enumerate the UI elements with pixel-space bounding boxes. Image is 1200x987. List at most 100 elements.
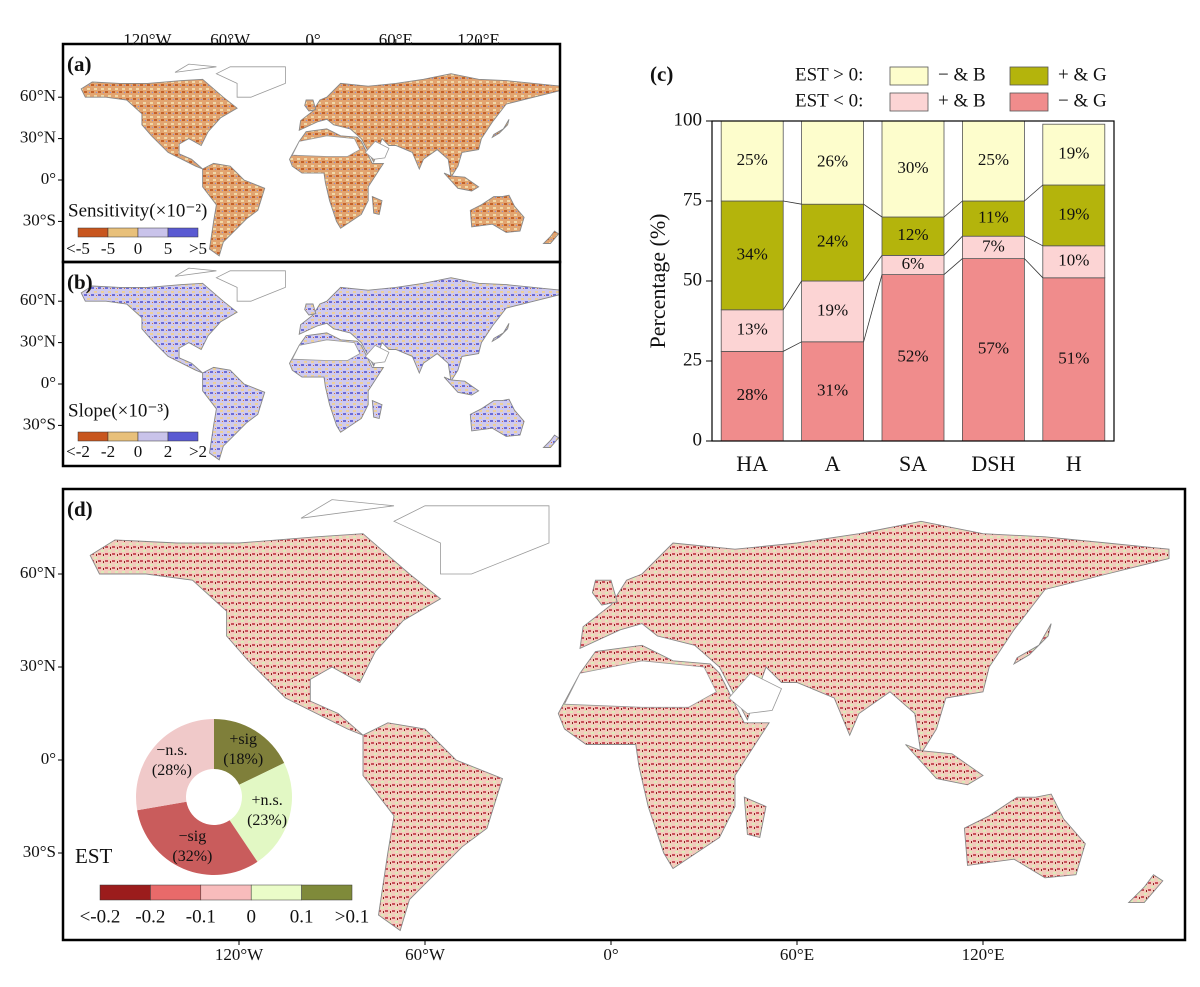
connector: [783, 200, 802, 205]
no-data-area: [563, 660, 717, 708]
land: [443, 172, 480, 192]
bar-segment: [801, 203, 864, 282]
no-data-area: [174, 63, 217, 73]
y-tick-label: 0: [693, 429, 703, 450]
lat-tick-label: 0°: [41, 373, 56, 392]
legend-swatch: [1009, 92, 1049, 112]
slice-label: −n.s.: [156, 742, 187, 759]
colorbar-swatch: [150, 884, 202, 901]
colorbar-label: >2: [189, 442, 207, 461]
value-label: 10%: [1058, 251, 1089, 270]
bar-segment: [962, 120, 1025, 202]
pie-slice: [214, 719, 285, 785]
x-tick-label: A: [825, 451, 841, 476]
bar-segment: [1042, 277, 1106, 442]
colorbar-title: Slope(×10⁻³): [68, 400, 169, 421]
colorbar-label: -2: [101, 442, 115, 461]
colorbar-label: >0.1: [335, 906, 369, 927]
land: [491, 323, 510, 343]
map-area: [89, 499, 1170, 932]
legend-label: − & B: [938, 64, 986, 85]
value-label: 30%: [897, 158, 928, 177]
value-label: 19%: [1058, 204, 1089, 223]
lon-tick-label: 0°: [305, 30, 320, 49]
bar-segment: [720, 350, 784, 442]
colorbar-label: <-2: [66, 442, 90, 461]
connector: [863, 255, 883, 282]
land: [202, 366, 266, 461]
y-tick-label: 25: [683, 349, 702, 370]
no-data-area: [364, 140, 390, 160]
bar-segment: [881, 274, 945, 442]
y-tick-label: 50: [683, 269, 702, 290]
panel-label: (d): [67, 497, 93, 521]
map-frame: [61, 487, 1187, 942]
no-data-area: [393, 505, 550, 575]
no-data-area: [291, 339, 361, 361]
connector: [783, 341, 802, 352]
slice-value-label: (28%): [152, 762, 192, 779]
y-axis-label: Percentage (%): [645, 214, 670, 349]
colorbar-swatch: [167, 227, 199, 238]
no-data-area: [728, 672, 783, 714]
lon-tick-label: 120°W: [123, 30, 172, 49]
pie-slice: [136, 719, 214, 811]
connector: [863, 203, 883, 218]
lat-tick-label: 0°: [41, 169, 56, 188]
connector: [863, 274, 883, 342]
bar-segment: [881, 120, 945, 218]
bar-segment: [801, 280, 864, 343]
lat-tick-label: 60°N: [20, 563, 56, 582]
value-label: 12%: [897, 225, 928, 244]
value-label: 25%: [978, 150, 1009, 169]
no-data-area: [291, 135, 361, 157]
lat-tick-label: 30°N: [20, 128, 56, 147]
colorbar-swatch: [250, 884, 302, 901]
panel-label: (b): [67, 270, 93, 294]
pie-slice: [229, 763, 293, 862]
slice-value-label: (23%): [247, 812, 287, 829]
plot-frame: [711, 120, 1115, 442]
value-label: 11%: [978, 208, 1009, 227]
x-tick-label: SA: [899, 451, 927, 476]
bar-segment: [720, 120, 784, 202]
land: [80, 282, 238, 374]
no-data-area: [364, 344, 390, 364]
colorbar-label: 5: [164, 239, 173, 258]
lat-tick-label: 60°N: [20, 290, 56, 309]
lon-tick-label: 60°W: [405, 945, 446, 964]
colorbar-label: 2: [164, 442, 173, 461]
value-label: 28%: [737, 385, 768, 404]
connector: [1024, 235, 1043, 247]
colorbar-swatch: [137, 227, 169, 238]
lon-tick-label: 120°W: [215, 945, 264, 964]
value-label: 19%: [1058, 144, 1089, 163]
no-data-area: [300, 499, 395, 519]
lat-tick-label: 30°N: [20, 332, 56, 351]
legend-label: + & B: [938, 90, 986, 111]
lat-tick-label: 60°N: [20, 86, 56, 105]
value-label: 51%: [1058, 348, 1089, 367]
colorbar-label: -0.1: [186, 906, 216, 927]
legend-label: − & G: [1058, 90, 1107, 111]
lon-tick-label: 60°W: [210, 30, 251, 49]
lat-tick-label: 30°S: [23, 210, 56, 229]
bar-segment: [881, 216, 945, 256]
land: [371, 195, 383, 216]
colorbar-swatch: [77, 431, 109, 442]
colorbar-swatch: [77, 227, 109, 238]
legend-group-label: EST < 0:: [795, 90, 863, 111]
land: [469, 398, 525, 437]
land: [542, 434, 560, 448]
bar-segment: [720, 200, 784, 311]
lat-tick-label: 0°: [41, 749, 56, 768]
colorbar-swatch: [99, 884, 151, 901]
land: [542, 230, 560, 244]
value-label: 31%: [817, 380, 848, 399]
connector: [943, 200, 963, 218]
bar-segment: [962, 200, 1025, 237]
connector: [782, 280, 802, 311]
legend-group-label: EST > 0:: [795, 64, 863, 85]
no-data-area: [215, 66, 286, 98]
land: [1127, 874, 1164, 904]
